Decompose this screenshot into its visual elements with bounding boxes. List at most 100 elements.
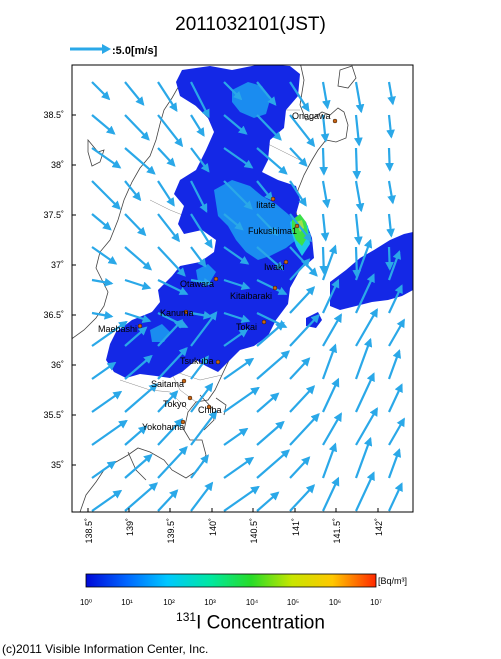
- wind-arrow: [91, 310, 114, 320]
- city-onagawa: Onagawa: [292, 111, 338, 124]
- wind-arrow: [223, 213, 244, 231]
- lat-label-38.5: 38.5˚: [43, 110, 64, 120]
- wind-arrow: [289, 314, 320, 347]
- wind-arrow: [223, 456, 255, 479]
- wind-arrow: [157, 81, 178, 112]
- wind-arrow: [321, 343, 338, 380]
- svg-text:10⁷: 10⁷: [370, 598, 382, 607]
- wind-arrow: [157, 279, 189, 295]
- wind-arrow: [256, 350, 291, 380]
- svg-text:Iwaki: Iwaki: [264, 262, 285, 272]
- svg-text:Iitate: Iitate: [256, 200, 276, 210]
- wind-arrow: [91, 147, 122, 169]
- wind-arrow: [256, 392, 280, 413]
- wind-arrow: [157, 246, 186, 277]
- wind-arrow: [124, 278, 152, 291]
- wind-arrow: [124, 81, 145, 106]
- wind-arrow: [124, 147, 156, 175]
- wind-arrow: [190, 213, 213, 249]
- wind-arrow: [321, 244, 338, 281]
- wind-arrow: [124, 180, 142, 202]
- wind-arrow: [256, 491, 280, 512]
- wind-arrow: [124, 114, 150, 141]
- wind-arrow: [289, 286, 316, 314]
- wind-arrow: [190, 454, 209, 479]
- wind-arrow: [256, 420, 285, 446]
- wind-arrow: [354, 81, 365, 114]
- svg-text:Kanuma: Kanuma: [160, 308, 194, 318]
- wind-vectors: [91, 81, 405, 512]
- svg-text:10⁰: 10⁰: [80, 598, 92, 607]
- lat-label-35: 35˚: [51, 460, 64, 470]
- wind-arrow: [190, 355, 209, 380]
- wind-arrow: [124, 453, 153, 479]
- wind-arrow: [223, 114, 248, 135]
- svg-text:Onagawa: Onagawa: [292, 111, 331, 121]
- wind-scale-arrow: [70, 44, 111, 54]
- wind-arrow: [223, 485, 260, 512]
- lon-label-140: 140˚: [208, 518, 218, 536]
- map-title: 2011032101(JST): [175, 14, 326, 35]
- wind-arrow: [289, 456, 311, 479]
- colorbar-title-text: I Concentration: [196, 612, 325, 634]
- wind-arrow: [223, 357, 255, 380]
- lat-label-36: 36˚: [51, 360, 64, 370]
- wind-arrow: [223, 246, 250, 265]
- colorbar-ticks: 10⁰ 10¹ 10² 10³ 10⁴ 10⁵ 10⁶ 10⁷: [80, 598, 382, 607]
- wind-arrow: [190, 382, 214, 413]
- wind-arrow: [157, 147, 176, 167]
- svg-text:10³: 10³: [204, 598, 216, 607]
- city-iwaki: Iwaki: [264, 259, 289, 272]
- wind-arrow: [354, 337, 373, 380]
- map-frame: [71, 64, 414, 513]
- wind-arrow: [124, 213, 147, 237]
- wind-arrow: [289, 81, 310, 112]
- wind-arrow: [387, 250, 402, 281]
- wind-arrow: [190, 81, 210, 119]
- wind-arrow: [289, 357, 311, 380]
- lon-label-140.5: 140.5˚: [249, 518, 259, 544]
- wind-arrow: [321, 81, 331, 110]
- wind-arrow: [91, 489, 123, 512]
- wind-arrow: [319, 147, 329, 176]
- wind-arrow: [157, 213, 180, 243]
- wind-arrow: [124, 311, 152, 324]
- wind-arrow: [91, 361, 117, 380]
- svg-text:10²: 10²: [163, 598, 175, 607]
- wind-arrow: [190, 310, 213, 320]
- svg-text:Tsukuba: Tsukuba: [180, 356, 214, 366]
- lat-label-37.5: 37.5˚: [43, 210, 64, 220]
- wind-arrow: [91, 213, 112, 231]
- wind-arrow: [256, 180, 274, 202]
- wind-arrow: [124, 383, 159, 413]
- wind-arrow: [124, 354, 153, 380]
- map: 38.5˚ 38˚ 37.5˚ 37˚ 36.5˚ 36˚ 35.5˚ 35˚ …: [43, 64, 414, 544]
- wind-arrow: [124, 425, 148, 446]
- svg-text:Kitaibaraki: Kitaibaraki: [230, 291, 272, 301]
- wind-arrow: [355, 407, 378, 446]
- wind-arrow: [91, 460, 117, 479]
- wind-arrow: [190, 410, 218, 446]
- wind-arrow: [352, 246, 362, 279]
- city-maebashi: Maebashi: [98, 323, 143, 334]
- wind-arrow: [91, 277, 114, 287]
- wind-arrow: [289, 147, 308, 167]
- wind-arrow: [157, 418, 184, 446]
- longitude-axis: 138.5˚ 139˚ 139.5˚ 140˚ 140.5˚ 141˚ 141.…: [84, 508, 384, 544]
- svg-text:Chiba: Chiba: [198, 405, 222, 415]
- city-tsukuba: Tsukuba: [180, 356, 221, 366]
- wind-arrow: [91, 246, 118, 265]
- wind-arrow: [322, 377, 340, 413]
- wind-arrow: [289, 413, 320, 446]
- city-chiba: Chiba: [198, 404, 222, 415]
- wind-arrow: [157, 390, 179, 413]
- wind-arrow: [256, 246, 285, 271]
- wind-arrow: [355, 372, 375, 413]
- wind-arrow: [223, 147, 254, 169]
- wind-arrow: [353, 213, 363, 246]
- wind-arrow: [124, 326, 148, 347]
- wind-arrow: [91, 390, 123, 413]
- svg-text:Tokai: Tokai: [236, 322, 257, 332]
- wind-arrow: [320, 114, 330, 143]
- wind-arrow: [256, 81, 277, 106]
